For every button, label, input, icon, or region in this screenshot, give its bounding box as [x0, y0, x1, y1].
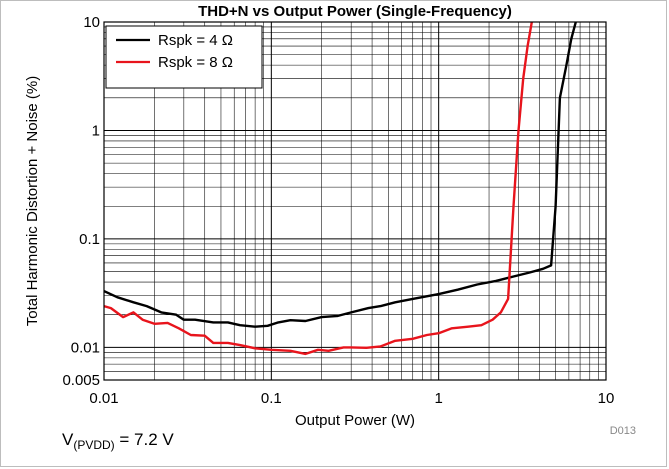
legend: Rspk = 4 Ω Rspk = 8 Ω: [105, 25, 263, 89]
figure-code: D013: [610, 425, 636, 437]
x-axis-title: Output Power (W): [295, 412, 415, 429]
series-line-rspk-8: [104, 22, 533, 356]
condition-prefix: V: [62, 430, 74, 449]
x-tick-label: 1: [434, 390, 442, 407]
legend-box: [105, 25, 263, 89]
series-line-rspk-4: [104, 22, 577, 328]
condition-subscript: (PVDD): [73, 438, 115, 452]
x-tick-label: 0.01: [89, 390, 118, 407]
y-tick-label: 0.005: [62, 372, 100, 389]
y-tick-label: 10: [83, 14, 100, 31]
x-tick-label: 0.1: [261, 390, 282, 407]
chart-title: THD+N vs Output Power (Single-Frequency): [198, 3, 512, 20]
plot-area-border: [103, 21, 607, 381]
supply-voltage-condition: V(PVDD) = 7.2 V: [62, 430, 174, 452]
series-lines: [104, 22, 577, 356]
y-axis-title: Total Harmonic Distortion + Noise (%): [24, 76, 41, 327]
condition-value: = 7.2 V: [114, 430, 174, 449]
y-tick-label: 1: [92, 122, 100, 139]
x-tick-label: 10: [598, 390, 615, 407]
y-tick-label: 0.01: [71, 339, 100, 356]
legend-label-rspk-8: Rspk = 8 Ω: [158, 54, 233, 71]
legend-label-rspk-4: Rspk = 4 Ω: [158, 32, 233, 49]
y-tick-label: 0.1: [79, 231, 100, 248]
